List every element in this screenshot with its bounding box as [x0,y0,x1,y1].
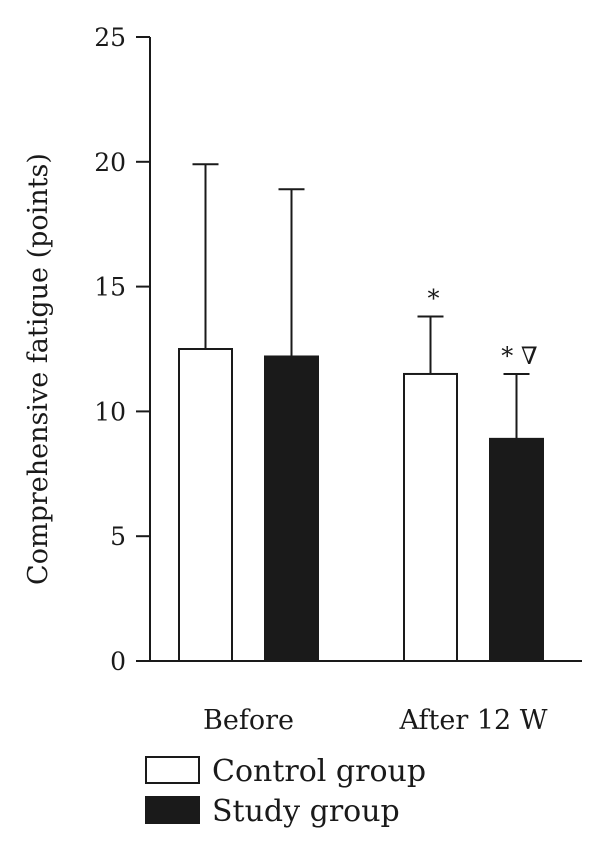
y-ticks: 0 5 10 15 20 25 [94,23,150,676]
y-tick-label: 20 [94,148,126,177]
legend-label: Control group [212,754,426,789]
y-tick-label: 10 [94,397,126,426]
legend-swatch [145,796,200,824]
category-labels: Before After 12 W [203,705,548,736]
legend: Control group Study group [145,754,426,829]
bar [403,372,458,662]
y-tick-label: 5 [110,522,126,551]
bars: * * ∇ [178,163,544,662]
legend-label: Study group [212,794,400,829]
bar [489,437,544,662]
y-axis-title: Comprehensive fatigue (points) [23,153,54,585]
y-tick-label: 15 [94,273,126,302]
significance-annotation: * [428,285,440,313]
bar [264,355,319,662]
y-tick-label: 0 [110,647,126,676]
x-category-label: After 12 W [398,705,547,736]
y-tick-label: 25 [94,23,126,52]
x-category-label: Before [203,705,294,736]
significance-annotation: * ∇ [501,342,538,370]
legend-swatch [145,756,200,784]
bar [178,348,233,662]
